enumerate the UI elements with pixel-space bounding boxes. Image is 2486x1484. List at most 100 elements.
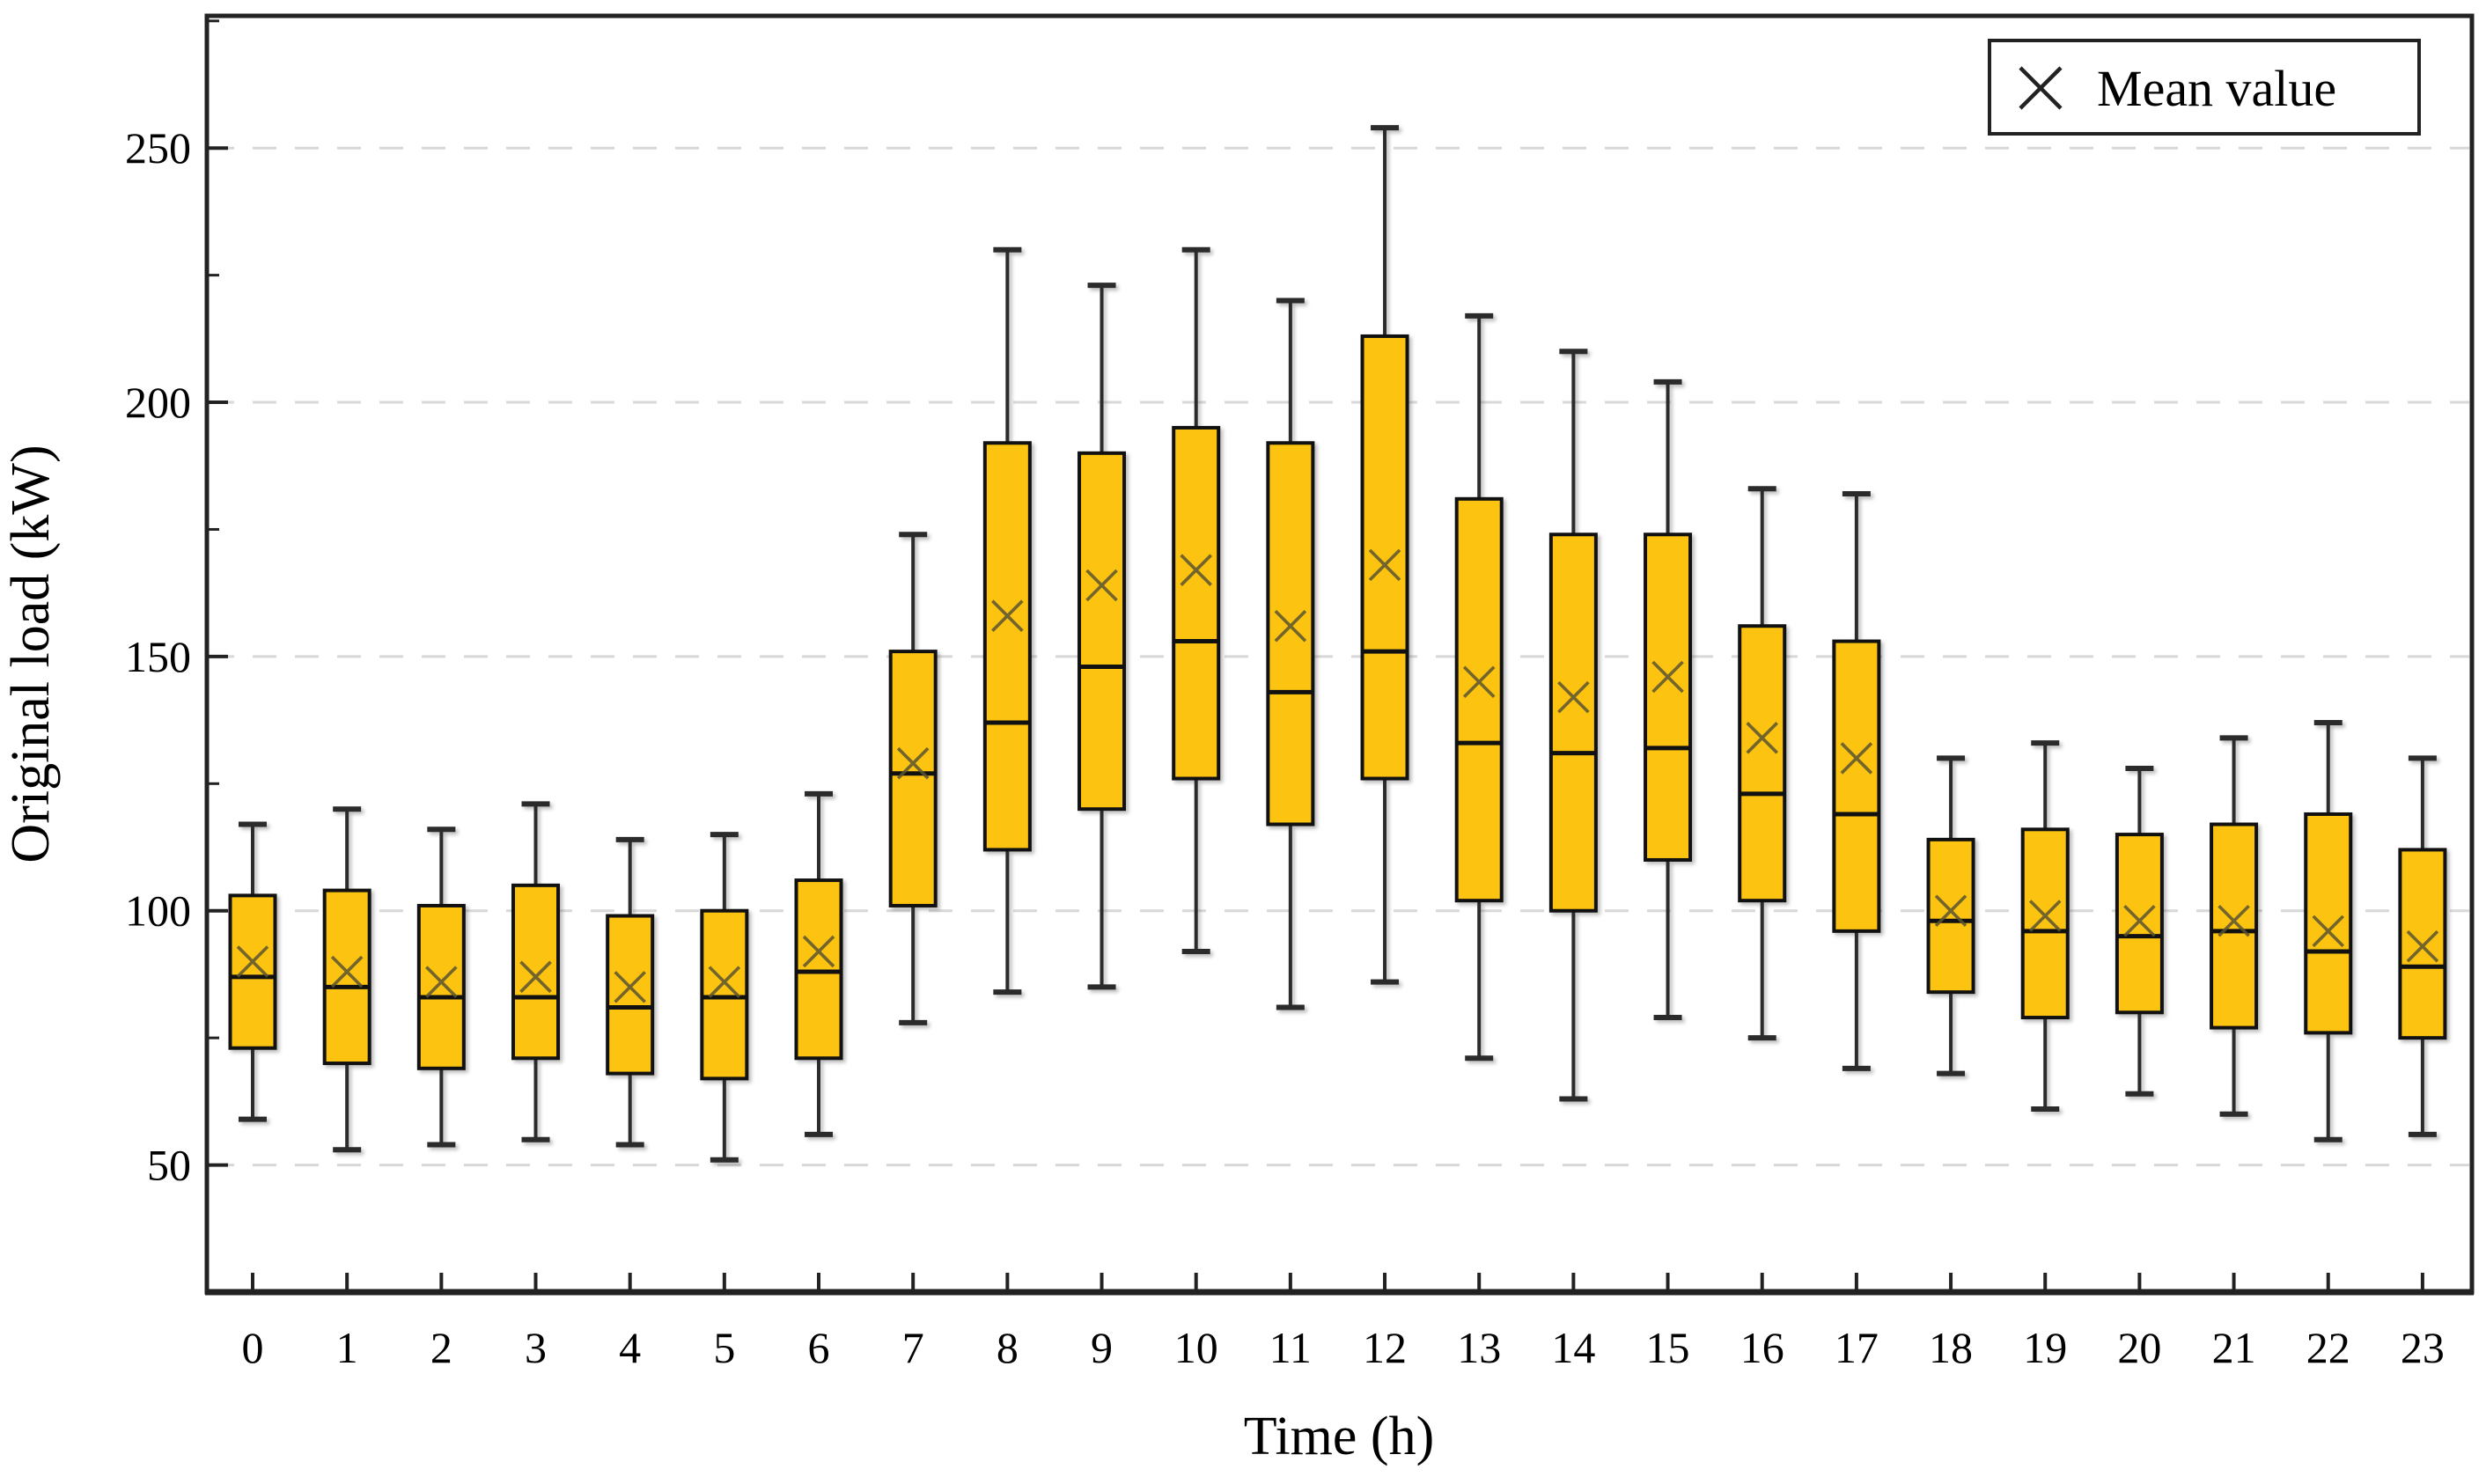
mean-marker-hour-1 xyxy=(330,955,364,988)
iqr-box-hour-13 xyxy=(1454,496,1504,903)
legend-box xyxy=(1988,39,2421,136)
iqr-box-hour-5 xyxy=(700,908,749,1081)
box-group-hour-6 xyxy=(794,790,843,1137)
x-tick-label-22: 22 xyxy=(2306,1323,2350,1372)
x-tick-label-23: 23 xyxy=(2401,1323,2445,1372)
iqr-box-hour-10 xyxy=(1172,425,1221,781)
iqr-box-hour-14 xyxy=(1548,533,1598,913)
mean-marker-hour-13 xyxy=(1462,665,1496,699)
mean-marker-hour-22 xyxy=(2312,915,2345,948)
mean-marker-hour-18 xyxy=(1934,894,1967,928)
x-tick-label-2: 2 xyxy=(430,1323,452,1372)
x-tick-label-16: 16 xyxy=(1740,1323,1784,1372)
legend-label: Mean value xyxy=(2097,60,2336,117)
x-tick-label-15: 15 xyxy=(1646,1323,1690,1372)
iqr-box-hour-12 xyxy=(1360,334,1409,781)
mean-marker-hour-19 xyxy=(2028,900,2062,932)
legend: Mean value xyxy=(1988,39,2421,136)
mean-marker-icon xyxy=(2019,66,2063,110)
iqr-box-hour-22 xyxy=(2304,812,2353,1035)
mean-marker-hour-3 xyxy=(519,960,552,994)
box-group-hour-17 xyxy=(1832,491,1881,1071)
x-tick-label-8: 8 xyxy=(997,1323,1019,1372)
box-group-hour-2 xyxy=(416,826,466,1148)
mean-marker-hour-15 xyxy=(1651,660,1684,694)
x-tick-label-3: 3 xyxy=(525,1323,547,1372)
y-tick-label-50: 50 xyxy=(147,1141,191,1190)
gridlines xyxy=(210,146,2469,1167)
box-group-hour-8 xyxy=(982,246,1032,995)
x-tick-label-7: 7 xyxy=(902,1323,924,1372)
iqr-box-hour-11 xyxy=(1266,441,1315,826)
iqr-box-hour-18 xyxy=(1926,837,1975,995)
mean-marker-hour-10 xyxy=(1180,554,1212,586)
box-group-hour-22 xyxy=(2304,719,2353,1142)
x-tick-label-12: 12 xyxy=(1363,1323,1407,1372)
iqr-box-hour-4 xyxy=(606,914,655,1076)
x-tick-label-4: 4 xyxy=(619,1323,641,1372)
x-tick-label-21: 21 xyxy=(2212,1323,2256,1372)
x-tick-label-9: 9 xyxy=(1091,1323,1113,1372)
box-group-hour-19 xyxy=(2020,740,2070,1113)
box-group-hour-10 xyxy=(1172,246,1221,954)
box-group-hour-5 xyxy=(700,832,749,1163)
mean-marker-hour-23 xyxy=(2406,929,2439,963)
iqr-box-hour-6 xyxy=(794,878,843,1061)
box-group-hour-23 xyxy=(2398,755,2447,1137)
iqr-box-hour-17 xyxy=(1832,639,1881,933)
box-group-hour-4 xyxy=(606,836,655,1148)
iqr-box-hour-9 xyxy=(1078,451,1127,812)
x-tick-label-0: 0 xyxy=(242,1323,264,1372)
x-tick-label-19: 19 xyxy=(2023,1323,2067,1372)
y-tick-label-150: 150 xyxy=(125,632,191,681)
mean-marker-hour-17 xyxy=(1840,742,1873,775)
iqr-box-hour-0 xyxy=(228,893,277,1050)
x-axis-title: Time (h) xyxy=(1244,1407,1434,1466)
mean-marker-hour-7 xyxy=(896,746,930,780)
mean-marker-hour-11 xyxy=(1274,609,1307,643)
mean-marker-hour-4 xyxy=(614,971,646,1003)
box-group-hour-9 xyxy=(1078,283,1127,990)
iqr-box-hour-19 xyxy=(2020,827,2070,1020)
iqr-box-hour-21 xyxy=(2210,822,2259,1030)
iqr-box-hour-7 xyxy=(888,650,938,907)
box-group-hour-20 xyxy=(2115,765,2164,1097)
x-tick-label-17: 17 xyxy=(1835,1323,1879,1372)
box-group-hour-16 xyxy=(1738,486,1787,1041)
iqr-box-hour-1 xyxy=(322,888,371,1066)
plot-border xyxy=(204,13,2475,1295)
box-group-hour-12 xyxy=(1360,125,1409,985)
box-group-hour-15 xyxy=(1644,378,1693,1021)
mean-marker-hour-16 xyxy=(1746,722,1778,754)
iqr-box-hour-2 xyxy=(416,903,466,1070)
box-series xyxy=(228,125,2447,1163)
iqr-box-hour-3 xyxy=(511,883,561,1061)
iqr-box-hour-15 xyxy=(1644,533,1693,862)
x-tick-label-5: 5 xyxy=(713,1323,735,1372)
x-tick-label-13: 13 xyxy=(1457,1323,1501,1372)
x-tick-label-20: 20 xyxy=(2117,1323,2161,1372)
x-tick-label-11: 11 xyxy=(1269,1323,1312,1372)
mean-marker-hour-8 xyxy=(991,599,1024,632)
mean-marker-hour-12 xyxy=(1368,548,1401,582)
iqr-box-hour-20 xyxy=(2115,833,2164,1015)
box-group-hour-14 xyxy=(1548,349,1598,1102)
x-tick-label-18: 18 xyxy=(1929,1323,1973,1372)
iqr-box-hour-23 xyxy=(2398,848,2447,1040)
box-group-hour-18 xyxy=(1926,755,1975,1076)
mean-marker-hour-6 xyxy=(802,935,835,968)
box-group-hour-1 xyxy=(322,806,371,1153)
y-tick-label-200: 200 xyxy=(125,378,191,427)
x-tick-label-14: 14 xyxy=(1551,1323,1595,1372)
x-tick-label-10: 10 xyxy=(1174,1323,1218,1372)
iqr-box-hour-8 xyxy=(982,441,1032,852)
y-tick-label-250: 250 xyxy=(125,123,191,173)
iqr-box-hour-16 xyxy=(1738,624,1787,903)
x-tick-label-6: 6 xyxy=(808,1323,830,1372)
box-group-hour-11 xyxy=(1266,298,1315,1010)
box-group-hour-7 xyxy=(888,532,938,1025)
box-group-hour-13 xyxy=(1454,312,1504,1062)
